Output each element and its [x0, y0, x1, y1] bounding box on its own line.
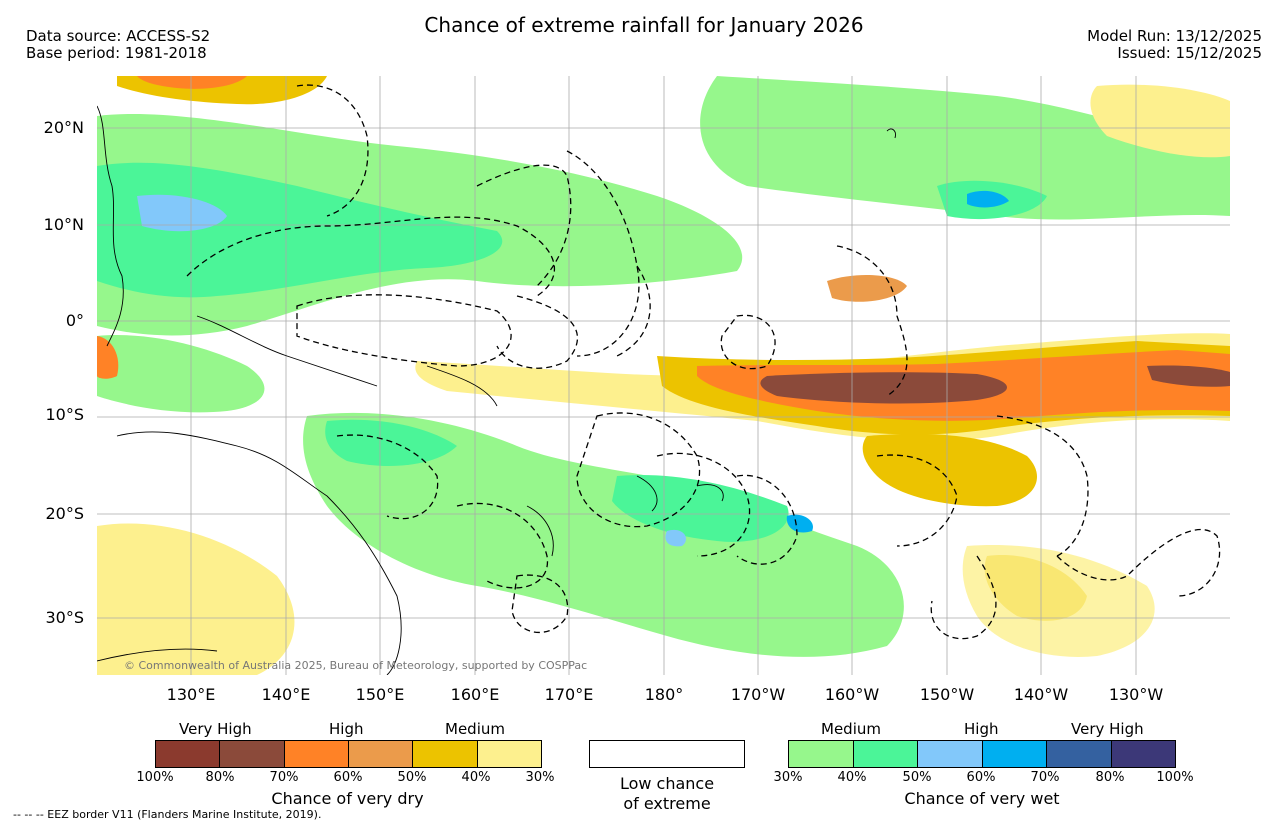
lon-label-140w: 140°W [1013, 685, 1069, 704]
wet-swatch-80-100 [1111, 741, 1175, 767]
dry-tick: 40% [461, 770, 491, 785]
wet-zone-coral-sea [325, 419, 457, 466]
lon-label-160e: 160°E [450, 685, 500, 704]
wet-colorbar [788, 740, 1176, 768]
lat-label-10n: 10°N [43, 215, 84, 234]
wet-zone-north-band [700, 76, 1230, 220]
wet-swatch-50-60 [918, 741, 983, 767]
wet-swatch-70-80 [1047, 741, 1112, 767]
dry-zone-north-east [1090, 84, 1230, 158]
wet-zone-blue-spot [786, 514, 813, 533]
wet-level-high: High [964, 720, 999, 738]
wet-tick: 80% [1095, 770, 1125, 785]
dry-zone-south-central [862, 433, 1037, 507]
wet-zone-north-blue [967, 190, 1009, 208]
eez-borders [186, 84, 1221, 640]
wet-swatch-40-50 [853, 741, 918, 767]
wet-zone-sw-pacific-core [612, 475, 789, 542]
dry-tick: 80% [205, 770, 235, 785]
low-chance-swatch [589, 740, 745, 768]
lat-label-20s: 20°S [45, 504, 84, 523]
lon-label-150w: 150°W [919, 685, 975, 704]
lat-label-0: 0° [65, 311, 84, 330]
wet-level-very-high: Very High [1071, 720, 1144, 738]
grid-lines [97, 76, 1230, 675]
dry-tick: 70% [269, 770, 299, 785]
issued-label: Issued: 15/12/2025 [1117, 44, 1262, 62]
copyright-notice: © Commonwealth of Australia 2025, Bureau… [124, 659, 588, 672]
data-source-label: Data source: ACCESS-S2 [26, 27, 211, 45]
low-chance-caption-line2: of extreme [623, 794, 711, 813]
wet-zone-blue-spot-2 [665, 529, 687, 547]
eez-border-note: -- -- -- EEZ border V11 (Flanders Marine… [13, 808, 322, 821]
coastlines [97, 105, 896, 675]
lon-label-140e: 140°E [261, 685, 311, 704]
map-fields [97, 76, 1230, 675]
lon-label-130w: 130°W [1108, 685, 1164, 704]
wet-swatch-30-40 [789, 741, 854, 767]
dry-zone-se-light [962, 545, 1155, 657]
dry-zone-equatorial-very-high [760, 372, 1007, 404]
wet-tick: 100% [1156, 770, 1194, 785]
dry-zone-orange-blob [827, 274, 907, 302]
wet-tick: 70% [1030, 770, 1060, 785]
low-chance-caption-line1: Low chance [619, 774, 715, 793]
wet-legend-caption: Chance of very wet [904, 789, 1060, 808]
dry-level-medium: Medium [445, 720, 505, 738]
dry-level-high: High [329, 720, 364, 738]
lon-label-180: 180° [644, 685, 684, 704]
dry-swatch-80-70 [220, 741, 285, 767]
wet-tick: 30% [773, 770, 803, 785]
dry-swatch-60-50 [348, 741, 414, 767]
lon-label-170w: 170°W [730, 685, 786, 704]
wet-zone-nw-blue [137, 194, 227, 232]
wet-zone-indonesia [97, 335, 265, 413]
model-run-label: Model Run: 13/12/2025 [1087, 27, 1262, 45]
lon-label-170e: 170°E [544, 685, 594, 704]
lon-label-150e: 150°E [355, 685, 405, 704]
lat-label-20n: 20°N [43, 118, 84, 137]
dry-swatch-100-80 [156, 741, 221, 767]
dry-legend-caption: Chance of very dry [271, 789, 424, 808]
lat-label-10s: 10°S [45, 405, 84, 424]
wet-swatch-60-70 [982, 741, 1047, 767]
dry-swatch-70-60 [284, 741, 349, 767]
dry-zone-east-very-high [1147, 365, 1230, 387]
dry-level-very-high: Very High [179, 720, 252, 738]
dry-zone-nw-coast [97, 336, 119, 379]
dry-swatch-40-30 [477, 741, 541, 767]
lon-label-160w: 160°W [824, 685, 880, 704]
dry-zone-sw [97, 523, 295, 675]
dry-tick: 30% [525, 770, 555, 785]
dry-colorbar [155, 740, 542, 768]
wet-tick: 40% [837, 770, 867, 785]
dry-zone-nw-orange [137, 76, 247, 89]
wet-tick: 60% [966, 770, 996, 785]
dry-swatch-50-40 [413, 741, 478, 767]
lon-label-130e: 130°E [166, 685, 216, 704]
wet-zone-nw-core [97, 162, 503, 298]
rainfall-map [97, 76, 1230, 675]
dry-tick: 100% [136, 770, 174, 785]
wet-zone-south-pacific [303, 412, 904, 657]
dry-tick: 50% [397, 770, 427, 785]
wet-level-medium: Medium [821, 720, 881, 738]
base-period-label: Base period: 1981-2018 [26, 44, 207, 62]
lat-label-30s: 30°S [45, 608, 84, 627]
map-title: Chance of extreme rainfall for January 2… [424, 13, 864, 37]
wet-tick: 50% [902, 770, 932, 785]
dry-tick: 60% [333, 770, 363, 785]
